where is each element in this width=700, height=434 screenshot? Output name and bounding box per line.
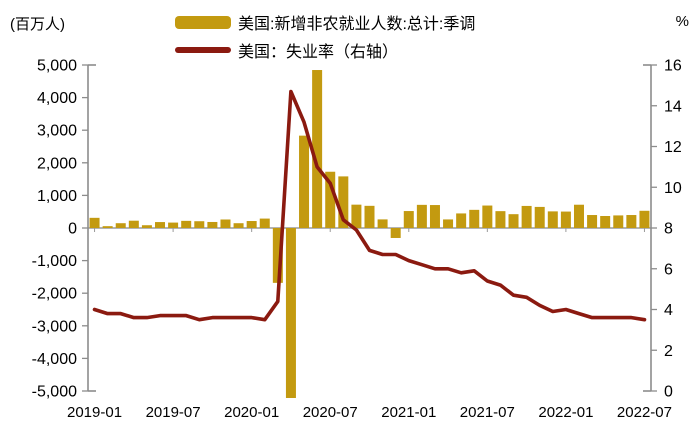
- payroll-bar-2019-11: [220, 219, 231, 228]
- payroll-bar-2022-07: [639, 210, 650, 228]
- payroll-bar-2022-04: [600, 216, 611, 228]
- left-axis-tick-label: -2,000: [32, 286, 77, 303]
- right-axis-tick-label: 10: [664, 180, 682, 197]
- x-axis-tick-label: 2020-01: [224, 404, 279, 421]
- payroll-bar-2019-04: [128, 220, 139, 228]
- payroll-bar-2021-07: [482, 205, 493, 228]
- legend-bar-swatch: [175, 15, 231, 29]
- payroll-bar-2021-05: [456, 213, 467, 228]
- payroll-bar-2020-12: [390, 228, 401, 238]
- right-axis-tick-label: 6: [664, 261, 673, 278]
- payroll-bar-2020-06: [312, 70, 323, 228]
- payroll-bar-2021-10: [521, 205, 532, 228]
- x-axis-tick-label: 2019-07: [146, 404, 201, 421]
- payroll-bar-2019-12: [233, 223, 244, 228]
- payroll-bar-2020-10: [364, 205, 375, 228]
- x-axis-tick-label: 2022-01: [538, 404, 593, 421]
- x-axis-tick-label: 2021-01: [381, 404, 436, 421]
- payroll-bar-2020-04: [285, 228, 296, 398]
- left-axis-tick-label: 5,000: [37, 58, 77, 75]
- payroll-bar-2021-03: [429, 205, 440, 228]
- legend-row-payrolls: 美国:新增非农就业人数:总计:季调: [175, 8, 475, 36]
- payroll-bar-2019-09: [194, 221, 205, 228]
- payroll-bar-2022-05: [613, 215, 624, 228]
- right-axis-tick-label: 2: [664, 343, 673, 360]
- payroll-bar-2022-03: [587, 215, 598, 228]
- payroll-bar-2019-10: [207, 221, 218, 228]
- payroll-bar-2020-01: [246, 221, 257, 228]
- x-axis-tick-label: 2020-07: [303, 404, 358, 421]
- payroll-bar-2019-07: [168, 222, 179, 228]
- payroll-bar-2021-04: [443, 219, 454, 228]
- payroll-bar-2020-03: [272, 228, 283, 283]
- payroll-bar-2020-09: [351, 204, 362, 228]
- payroll-bar-2021-06: [469, 209, 480, 228]
- right-axis-unit-label: %: [675, 13, 689, 30]
- right-axis-tick-label: 8: [664, 221, 673, 238]
- left-axis-tick-label: -5,000: [32, 384, 77, 401]
- left-axis-tick-label: 1,000: [37, 188, 77, 205]
- legend: 美国:新增非农就业人数:总计:季调 美国：失业率（右轴）: [175, 8, 475, 64]
- payroll-bar-2021-08: [495, 211, 506, 228]
- left-axis-tick-label: 2,000: [37, 155, 77, 172]
- legend-row-unemployment: 美国：失业率（右轴）: [175, 36, 475, 64]
- legend-line-swatch: [175, 47, 231, 53]
- payroll-bar-2022-02: [573, 204, 584, 228]
- x-axis-tick-label: 2021-07: [460, 404, 515, 421]
- unemployment-rate-line: [92, 89, 647, 322]
- left-axis-tick-label: -3,000: [32, 318, 77, 335]
- payroll-bar-2019-02: [102, 226, 113, 228]
- x-axis-tick-label: 2019-01: [67, 404, 122, 421]
- payroll-bar-2021-09: [508, 214, 519, 228]
- left-axis-tick-label: 4,000: [37, 90, 77, 107]
- right-axis-tick-label: 4: [664, 302, 673, 319]
- payroll-bar-2020-07: [325, 171, 336, 228]
- payroll-bar-2019-08: [181, 220, 192, 228]
- payroll-bar-2019-05: [141, 225, 152, 228]
- payroll-bar-2022-01: [560, 211, 571, 228]
- right-axis-tick-label: 0: [664, 384, 673, 401]
- left-axis-tick-label: 0: [68, 221, 77, 238]
- right-axis-tick-label: 16: [664, 58, 682, 75]
- right-axis-tick-label: 12: [664, 139, 682, 156]
- payroll-bar-2020-02: [259, 218, 270, 228]
- left-axis-unit-label: (百万人): [10, 16, 65, 33]
- payroll-bar-2022-06: [626, 215, 637, 228]
- left-axis-tick-label: -4,000: [32, 351, 77, 368]
- payroll-bar-2021-01: [403, 211, 414, 228]
- payroll-bar-2019-03: [115, 223, 126, 228]
- legend-line-label: 美国：失业率（右轴）: [238, 44, 399, 61]
- payroll-bar-2021-12: [547, 211, 558, 228]
- left-axis-tick-label: 3,000: [37, 123, 77, 140]
- payroll-bar-2021-11: [534, 206, 545, 228]
- payroll-bar-2020-08: [338, 176, 349, 228]
- payroll-bar-2019-01: [89, 217, 100, 228]
- payroll-bar-2020-11: [377, 219, 388, 228]
- x-axis-tick-label: 2022-07: [617, 404, 672, 421]
- payroll-bar-2019-06: [155, 222, 166, 228]
- legend-bar-label: 美国:新增非农就业人数:总计:季调: [238, 16, 476, 33]
- left-axis-tick-label: -1,000: [32, 253, 77, 270]
- payroll-bar-2020-05: [299, 135, 310, 228]
- payroll-bar-2021-02: [416, 204, 427, 228]
- right-axis-tick-label: 14: [664, 98, 682, 115]
